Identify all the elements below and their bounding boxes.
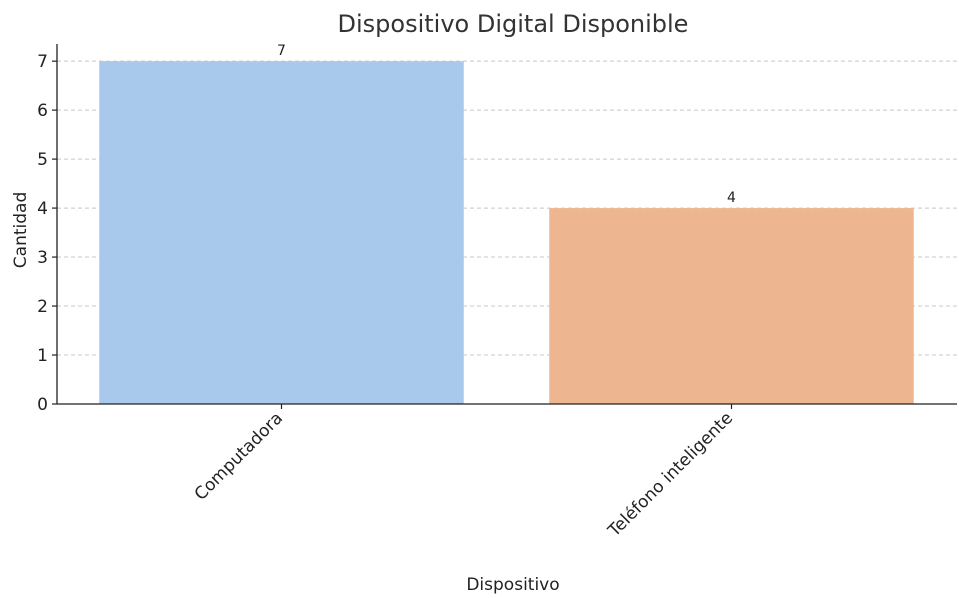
x-tick-label: Computadora — [191, 408, 287, 504]
bar — [99, 61, 464, 405]
y-tick-label: 3 — [37, 248, 48, 268]
y-tick-label: 0 — [37, 395, 48, 415]
x-axis-label: Dispositivo — [466, 575, 559, 595]
x-tick-label: Teléfono inteligente — [604, 408, 737, 541]
bar-value-label: 7 — [277, 43, 286, 59]
y-tick-label: 4 — [37, 199, 48, 219]
y-tick-label: 2 — [37, 297, 48, 317]
y-tick-label: 1 — [37, 346, 48, 366]
y-axis-ticks: 0 1 2 3 4 5 6 7 — [37, 52, 57, 415]
bar-value-label: 4 — [727, 190, 736, 206]
y-tick-label: 5 — [37, 150, 48, 170]
x-axis-ticks: Computadora Teléfono inteligente — [191, 404, 737, 542]
y-axis-label: Cantidad — [11, 192, 31, 268]
bars — [99, 61, 914, 405]
axes — [56, 44, 957, 405]
y-tick-label: 7 — [37, 52, 48, 72]
chart-title: Dispositivo Digital Disponible — [338, 10, 689, 38]
bar — [549, 208, 914, 404]
data-labels: 74 — [277, 43, 736, 206]
y-tick-label: 6 — [37, 101, 48, 121]
